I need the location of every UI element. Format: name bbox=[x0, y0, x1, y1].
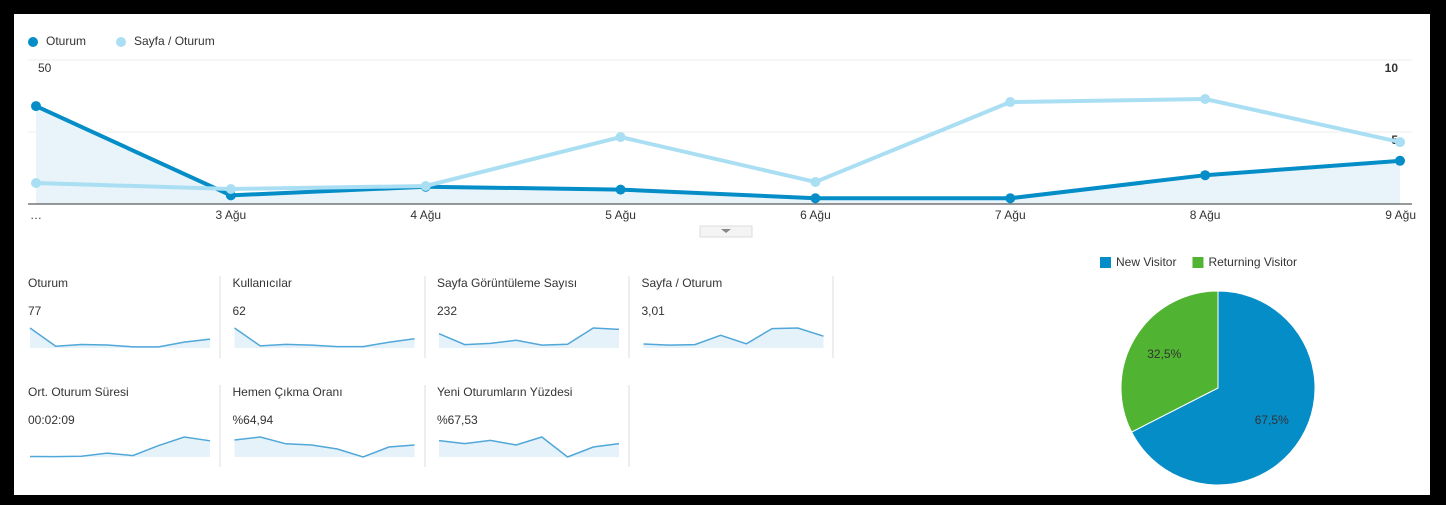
sparkline-area bbox=[643, 328, 824, 348]
legend-label: Oturum bbox=[46, 34, 86, 48]
x-tick-label: 9 Ağu bbox=[1385, 208, 1416, 222]
metric-value: 232 bbox=[437, 304, 457, 318]
x-tick-label: 4 Ağu bbox=[410, 208, 441, 222]
y2-tick-label: 10 bbox=[1385, 61, 1399, 75]
metric-value: 3,01 bbox=[642, 304, 666, 318]
sparkline-area bbox=[439, 328, 619, 348]
pie-legend-swatch bbox=[1192, 257, 1204, 268]
x-tick-label: 8 Ağu bbox=[1190, 208, 1221, 222]
point bbox=[615, 184, 626, 195]
metric-label: Hemen Çıkma Oranı bbox=[233, 385, 343, 399]
point bbox=[420, 181, 431, 191]
metric-label: Oturum bbox=[28, 276, 68, 290]
point bbox=[810, 193, 821, 204]
sparkline-area bbox=[30, 437, 210, 457]
point bbox=[31, 177, 41, 188]
area bbox=[36, 106, 1400, 204]
metric-value: %67,53 bbox=[437, 413, 478, 427]
metric-label: Sayfa / Oturum bbox=[642, 276, 723, 290]
expand-arrow bbox=[721, 229, 731, 233]
metric-label: Ort. Oturum Süresi bbox=[28, 385, 129, 399]
pie-slice bbox=[1130, 290, 1316, 486]
pie-label: 32,5% bbox=[1147, 347, 1181, 361]
metric-value: %64,94 bbox=[233, 413, 274, 427]
metric-value: 62 bbox=[233, 304, 247, 318]
metric-label: Sayfa Görüntüleme Sayısı bbox=[437, 276, 577, 290]
metric-value: 77 bbox=[28, 304, 42, 318]
line bbox=[35, 104, 1401, 201]
point bbox=[1005, 97, 1016, 108]
y-tick-label: 50 bbox=[38, 61, 52, 75]
metric-label: Yeni Oturumların Yüzdesi bbox=[437, 385, 572, 399]
point bbox=[1200, 170, 1211, 181]
sparkline-area bbox=[234, 328, 415, 348]
point bbox=[31, 101, 41, 112]
sparkline-area bbox=[439, 437, 619, 457]
pie-slice bbox=[1120, 290, 1219, 433]
point bbox=[1395, 155, 1405, 166]
legend-swatch bbox=[116, 37, 126, 47]
x-tick-label: 6 Ağu bbox=[800, 208, 831, 222]
sparkline bbox=[438, 436, 620, 458]
sparkline bbox=[234, 436, 415, 458]
point bbox=[225, 184, 236, 195]
metric-value: 00:02:09 bbox=[28, 413, 75, 427]
point bbox=[615, 132, 626, 143]
pie-legend-swatch bbox=[1100, 257, 1111, 268]
pie-legend-label: Returning Visitor bbox=[1208, 255, 1297, 269]
point bbox=[1395, 137, 1405, 148]
point bbox=[1005, 193, 1016, 204]
point bbox=[810, 176, 821, 187]
point bbox=[1200, 94, 1211, 105]
sparkline bbox=[234, 327, 415, 348]
metric-label: Kullanıcılar bbox=[233, 276, 292, 290]
sparkline-area bbox=[30, 328, 210, 348]
sparkline bbox=[29, 327, 211, 348]
line bbox=[35, 97, 1401, 192]
x-tick-label: … bbox=[30, 208, 42, 222]
sparkline bbox=[29, 436, 211, 458]
sparkline bbox=[643, 327, 824, 346]
x-tick-label: 5 Ağu bbox=[605, 208, 636, 222]
legend-swatch bbox=[28, 37, 38, 47]
pie-label: 67,5% bbox=[1255, 413, 1289, 427]
pie-legend-label: New Visitor bbox=[1116, 255, 1176, 269]
x-tick-label: 3 Ağu bbox=[216, 208, 247, 222]
legend-label: Sayfa / Oturum bbox=[134, 34, 215, 48]
sparkline bbox=[438, 327, 620, 346]
x-tick-label: 7 Ağu bbox=[995, 208, 1026, 222]
